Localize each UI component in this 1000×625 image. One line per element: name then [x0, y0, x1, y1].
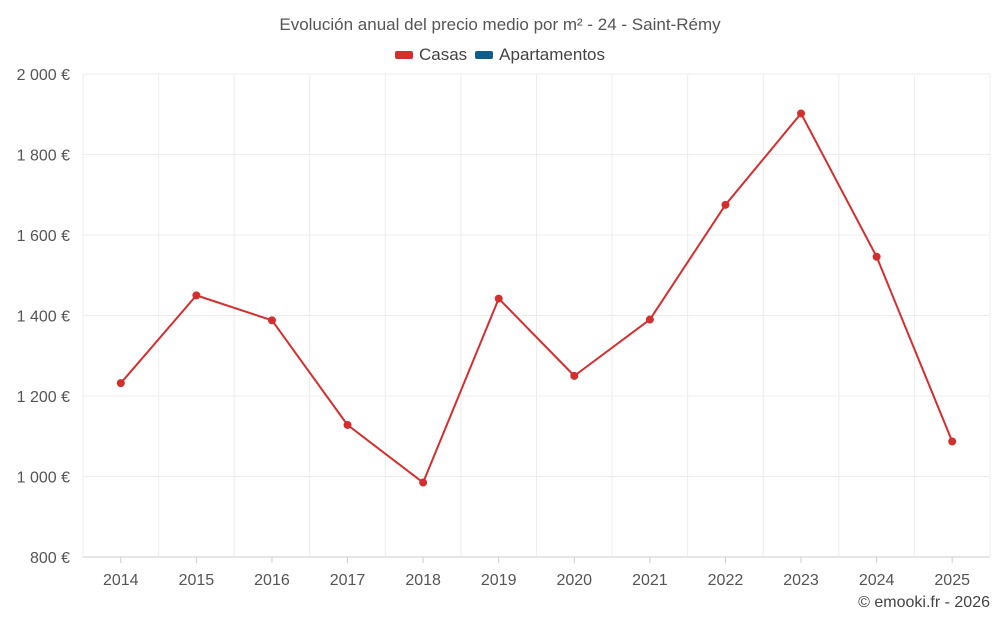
data-point — [645, 315, 654, 324]
x-tick-label: 2015 — [179, 572, 215, 589]
legend-item-casas[interactable]: Casas — [394, 45, 468, 65]
series-layer — [116, 109, 957, 487]
data-point — [419, 478, 428, 487]
data-point — [872, 252, 881, 261]
legend-swatch-casas — [394, 51, 413, 59]
x-tick-label: 2018 — [405, 572, 441, 589]
x-tick-label: 2014 — [103, 572, 139, 589]
chart-title: Evolución anual del precio medio por m² … — [279, 15, 721, 34]
data-point — [343, 420, 352, 429]
x-tick-label: 2021 — [632, 572, 668, 589]
x-tick-label: 2020 — [556, 572, 592, 589]
data-point — [192, 291, 201, 300]
x-tick-label: 2017 — [330, 572, 366, 589]
x-tick-label: 2016 — [254, 572, 290, 589]
data-point — [267, 316, 276, 325]
legend-swatch-apartamentos — [475, 51, 494, 59]
y-tick-label: 1 800 € — [17, 148, 70, 165]
y-tick-label: 1 600 € — [17, 228, 70, 245]
data-point — [797, 109, 806, 118]
legend-label-apartamentos: Apartamentos — [499, 45, 606, 64]
x-tick-label: 2022 — [708, 572, 744, 589]
x-tick-label: 2023 — [783, 572, 819, 589]
series-line-casas — [120, 112, 954, 484]
x-tick-label: 2019 — [481, 572, 517, 589]
data-point — [494, 294, 503, 303]
data-point — [721, 200, 730, 209]
axis-layer: 800 € 1 000 € 1 200 € 1 400 € 1 600 € 1 800 €… — [17, 67, 970, 589]
y-tick-label: 1 400 € — [17, 309, 70, 326]
legend-item-apartamentos[interactable]: Apartamentos — [475, 45, 605, 65]
y-tick-label: 2 000 € — [17, 67, 70, 84]
data-point — [116, 379, 125, 388]
y-tick-label: 1 000 € — [17, 470, 70, 487]
copyright-credit: © emooki.fr - 2026 — [858, 594, 990, 611]
data-point — [948, 437, 957, 446]
y-tick-label: 1 200 € — [17, 389, 70, 406]
legend: Casas Apartamentos — [0, 45, 1000, 65]
x-tick-label: 2024 — [859, 572, 895, 589]
y-tick-label: 800 € — [30, 550, 70, 567]
grid-layer — [82, 73, 991, 558]
data-point — [570, 371, 579, 380]
x-tick-label: 2025 — [934, 572, 970, 589]
legend-label-casas: Casas — [418, 45, 468, 64]
